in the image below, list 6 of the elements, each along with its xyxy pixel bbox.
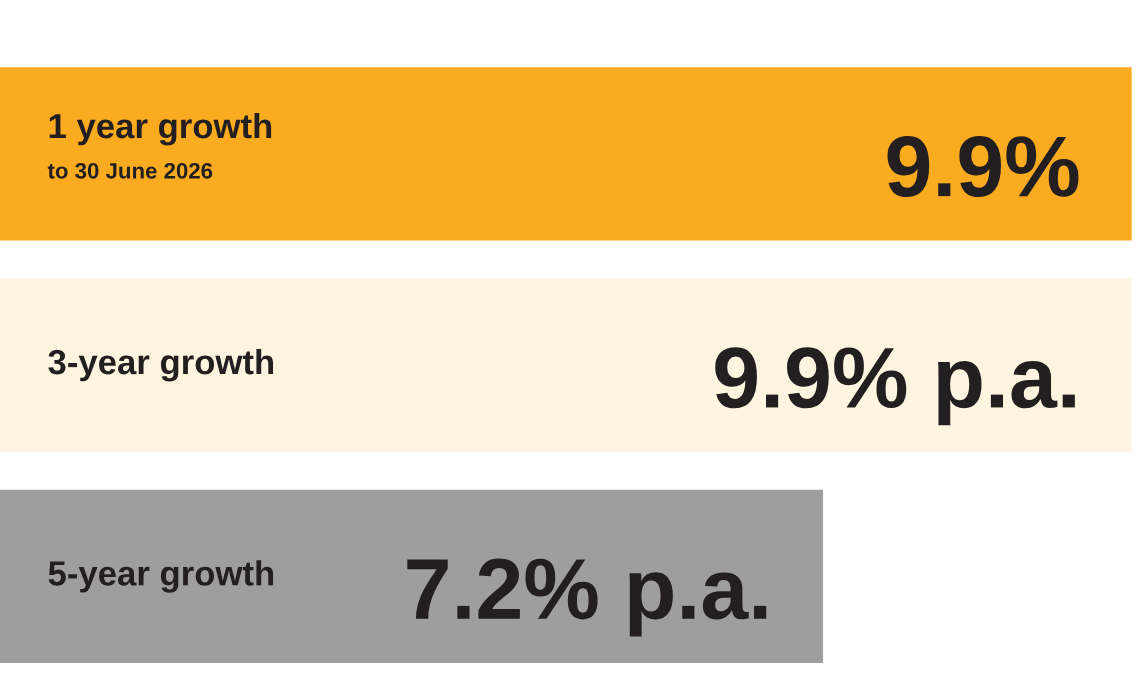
data-label: 9.9% p.a. [715,347,1075,426]
data-label: 7.2% p.a. [407,558,767,637]
data-label: 9.9% [887,136,1079,197]
y-tick-label: 1 year growth to 30 June 2026 [47,112,272,179]
y-tick-label: 3-year growth [48,348,274,382]
y-tick-label: 5-year growth [48,560,274,593]
